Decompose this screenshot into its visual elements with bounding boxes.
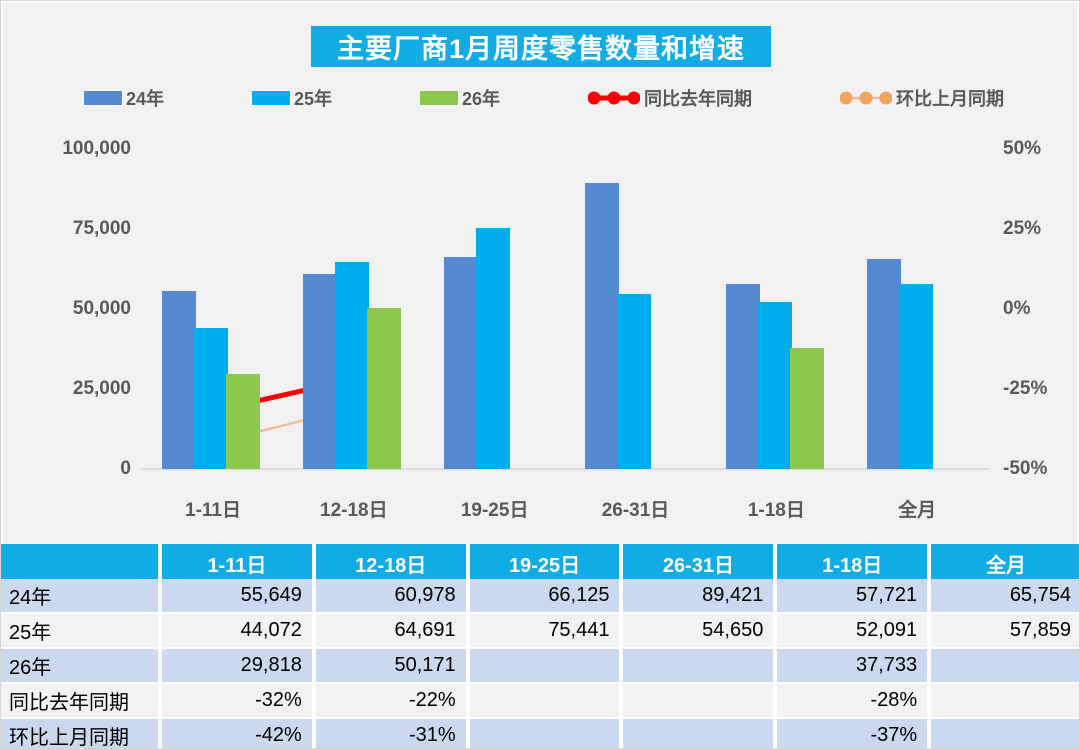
table-header-cell: 19-25日 (469, 544, 620, 582)
x-axis-label: 全月 (898, 500, 937, 521)
table-cell (623, 684, 774, 717)
table-cell: 37,733 (777, 649, 928, 682)
left-axis-tick: 25,000 (72, 378, 131, 399)
table-header-cell (1, 544, 158, 582)
bar-24年-12-18日 (303, 273, 338, 469)
table-row-label: 25年 (1, 614, 158, 647)
right-axis-tick: 0% (1003, 298, 1031, 319)
bar-24年-1-18日 (725, 284, 760, 469)
x-axis-label: 1-11日 (185, 500, 241, 521)
plot-area (141, 149, 989, 470)
right-axis-tick: 25% (1003, 218, 1042, 239)
table-header-cell: 12-18日 (315, 544, 466, 582)
left-axis-tick: 50,000 (72, 298, 131, 319)
table-row-label: 同比去年同期 (1, 684, 158, 717)
table-cell: 52,091 (777, 614, 928, 647)
table-cell (623, 719, 774, 748)
legend-item-bar-1: 25年 (252, 85, 332, 111)
table-cell: -22% (315, 684, 466, 717)
x-axis-label: 1-18日 (747, 500, 805, 521)
table-cell (931, 649, 1079, 682)
table-header-cell: 1-11日 (162, 544, 312, 582)
left-axis-tick: 0 (120, 458, 131, 479)
table-cell: 29,818 (162, 649, 312, 682)
bar-25年-12-18日 (335, 262, 370, 469)
table-header-cell: 1-18日 (777, 544, 928, 582)
bar-26年-1-18日 (789, 348, 824, 469)
line-series-overlay (202, 370, 784, 452)
table-cell: -31% (315, 719, 466, 748)
legend-label: 26年 (462, 89, 501, 109)
table-row-label: 24年 (1, 579, 158, 612)
table-row-label: 26年 (1, 649, 158, 682)
bar-24年-19-25日 (444, 257, 479, 469)
x-axis-label: 19-25日 (460, 500, 529, 521)
right-axis-tick: -25% (1003, 378, 1048, 399)
left-axis-tick: 100,000 (62, 138, 131, 159)
table-row-label: 环比上月同期 (1, 719, 158, 748)
legend-label: 同比去年同期 (644, 89, 752, 109)
right-axis-tick: 50% (1003, 138, 1042, 159)
bar-26年-1-11日 (226, 373, 261, 469)
legend-label: 环比上月同期 (895, 89, 1004, 109)
legend-item-bar-0: 24年 (84, 85, 164, 111)
legend-label: 24年 (126, 89, 165, 109)
table-cell: -37% (777, 719, 928, 748)
table-cell: 64,691 (315, 614, 466, 647)
bar-24年-全月 (866, 258, 901, 469)
legend-item-bar-2: 26年 (420, 85, 500, 111)
x-axis-label: 12-18日 (320, 500, 388, 521)
table-cell (469, 684, 620, 717)
table-cell: 57,859 (931, 614, 1079, 647)
table-cell: 44,072 (162, 614, 312, 647)
legend-swatch-icon (420, 91, 458, 105)
table-header-cell: 全月 (931, 544, 1079, 582)
table-cell (469, 719, 620, 748)
table-cell: 57,721 (777, 579, 928, 612)
bar-24年-26-31日 (584, 182, 619, 469)
data-table: 1-11日 12-18日 19-25日 26-31日 1-18日 全月 24年 55,649 6… (1, 544, 1079, 748)
chart-title: 主要厂商1月周度零售数量和增速 (311, 26, 771, 67)
bar-25年-1-18日 (757, 302, 792, 469)
x-axis-line (141, 468, 989, 470)
bar-25年-全月 (898, 283, 933, 469)
legend-line-dots-icon (839, 91, 892, 105)
legend-swatch-icon (84, 91, 122, 105)
table-cell: 75,441 (469, 614, 620, 647)
table-cell: 66,125 (469, 579, 620, 612)
legend-item-line-1: 环比上月同期 (839, 85, 1004, 111)
table-cell: 89,421 (623, 579, 774, 612)
table-cell: -42% (162, 719, 312, 748)
table-cell: 60,978 (315, 579, 466, 612)
table-cell: 54,650 (623, 614, 774, 647)
bar-26年-12-18日 (367, 308, 402, 469)
legend-item-line-0: 同比去年同期 (588, 85, 752, 111)
table-cell (931, 719, 1079, 748)
x-axis-label: 26-31日 (601, 500, 670, 521)
table-cell: 50,171 (315, 649, 466, 682)
chart-legend: 24年 25年 26年 同比去年同期 环比上月同期 (84, 85, 1004, 111)
legend-line-dots-icon (588, 91, 640, 105)
bar-25年-26-31日 (616, 294, 651, 469)
bar-24年-1-11日 (162, 290, 197, 469)
table-cell (469, 649, 620, 682)
table-header-cell: 26-31日 (623, 544, 774, 582)
bar-25年-1-11日 (194, 327, 229, 469)
left-axis-tick: 75,000 (72, 218, 131, 239)
table-cell: -32% (162, 684, 312, 717)
table-cell: -28% (777, 684, 928, 717)
legend-swatch-icon (252, 91, 290, 105)
bar-25年-19-25日 (476, 227, 511, 469)
right-axis-tick: -50% (1003, 458, 1048, 479)
table-cell (931, 684, 1079, 717)
legend-label: 25年 (294, 89, 333, 109)
table-cell: 55,649 (162, 579, 312, 612)
table-cell: 65,754 (931, 579, 1079, 612)
table-cell (623, 649, 774, 682)
